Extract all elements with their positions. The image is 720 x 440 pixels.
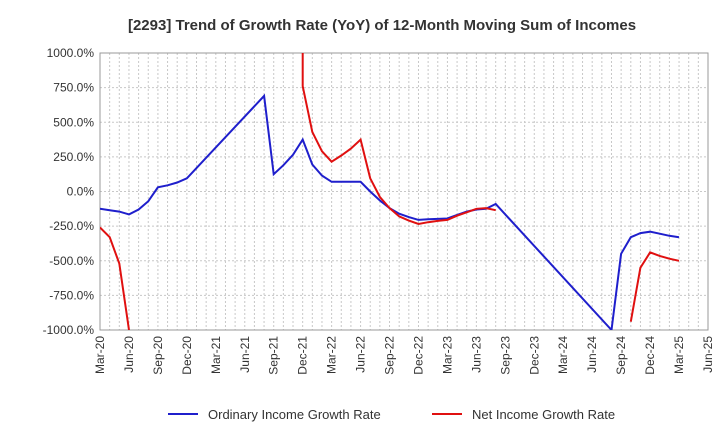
x-tick-label: Jun-25	[701, 336, 715, 373]
x-tick-label: Sep-24	[614, 336, 628, 375]
legend-label: Net Income Growth Rate	[472, 407, 615, 422]
x-tick-label: Mar-25	[672, 336, 686, 374]
legend-label: Ordinary Income Growth Rate	[208, 407, 381, 422]
x-tick-label: Dec-21	[296, 336, 310, 375]
x-tick-label: Dec-24	[643, 336, 657, 375]
y-tick-label: -750.0%	[49, 288, 94, 302]
plot-area: 1000.0% 750.0% 500.0% 250.0% 0.0% -250.0% -500…	[43, 46, 715, 375]
series-line-1	[100, 226, 130, 330]
y-tick-label: -1000.0%	[43, 323, 95, 337]
x-tick-label: Jun-24	[585, 336, 599, 373]
series-line-1	[629, 251, 680, 322]
x-tick-label: Sep-20	[151, 336, 165, 375]
series-line-1	[301, 53, 496, 226]
x-tick-label: Mar-21	[209, 336, 223, 374]
chart-title: [2293] Trend of Growth Rate (YoY) of 12-…	[128, 17, 636, 34]
y-tick-label: -250.0%	[49, 219, 94, 233]
y-tick-label: -500.0%	[49, 254, 94, 268]
y-tick-label: 1000.0%	[47, 46, 95, 60]
x-tick-label: Dec-23	[527, 336, 541, 375]
x-tick-label: Jun-22	[354, 336, 368, 373]
x-tick-label: Sep-21	[267, 336, 281, 375]
x-tick-label: Mar-22	[325, 336, 339, 374]
x-tick-label: Mar-23	[440, 336, 454, 374]
y-tick-label: 250.0%	[53, 150, 94, 164]
x-tick-label: Sep-23	[498, 336, 512, 375]
x-tick-label: Dec-20	[180, 336, 194, 375]
x-tick-label: Jun-21	[238, 336, 252, 373]
y-tick-label: 750.0%	[53, 81, 94, 95]
y-tick-label: 0.0%	[67, 185, 95, 199]
x-tick-label: Sep-22	[383, 336, 397, 375]
series-line-0	[100, 93, 680, 330]
legend: Ordinary Income Growth Rate Net Income Gr…	[168, 407, 615, 422]
x-tick-label: Dec-22	[411, 336, 425, 375]
x-tick-label: Mar-24	[556, 336, 570, 374]
plot-frame	[99, 52, 709, 331]
x-tick-label: Jun-20	[122, 336, 136, 373]
y-tick-label: 500.0%	[53, 115, 94, 129]
x-tick-label: Jun-23	[469, 336, 483, 373]
x-tick-label: Mar-20	[93, 336, 107, 374]
